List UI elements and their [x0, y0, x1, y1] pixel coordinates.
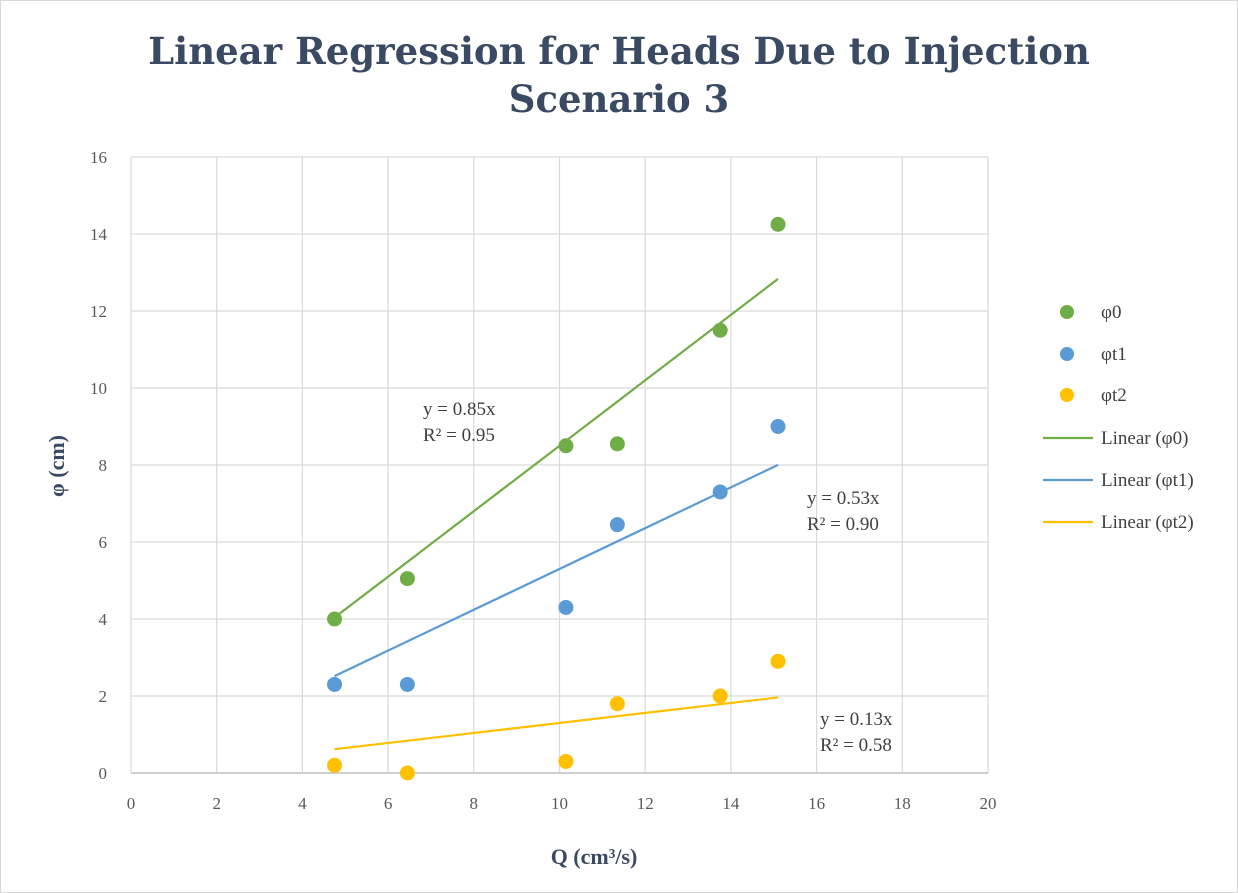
x-tick-label: 14 — [722, 794, 740, 813]
legend-marker-phit1 — [1060, 347, 1074, 361]
data-point-s2-2 — [558, 753, 574, 769]
legend-label-phit1: φt1 — [1101, 344, 1127, 365]
x-tick-label: 10 — [551, 794, 568, 813]
x-tick-label: 6 — [384, 794, 393, 813]
y-tick-label: 14 — [90, 225, 108, 244]
data-point-s2-1 — [399, 765, 415, 781]
data-point-s1-1 — [399, 676, 415, 692]
data-point-s1-5 — [770, 419, 786, 434]
chart-title-line-1: Linear Regression for Heads Due to Injec… — [148, 29, 1090, 73]
legend: φ0 φt1 φt2 Linear (φ0) Linear (φt1) Line… — [1043, 302, 1194, 533]
legend-marker-phit2 — [1060, 388, 1074, 402]
trend-r2-phi0: R² = 0.95 — [423, 425, 495, 446]
gridlines — [131, 156, 989, 773]
trend-equation-phit1: y = 0.53x — [807, 488, 880, 509]
legend-marker-phi0 — [1060, 305, 1074, 319]
data-point-s2-3 — [609, 696, 625, 712]
trendline-0 — [333, 277, 779, 619]
legend-label-linear-phi0: Linear (φ0) — [1101, 428, 1188, 449]
trendline-1 — [334, 463, 779, 678]
x-axis-title: Q (cm³/s) — [551, 844, 638, 869]
legend-label-linear-phit2: Linear (φt2) — [1101, 512, 1194, 533]
trend-r2-phit2: R² = 0.58 — [820, 735, 892, 756]
legend-label-phi0: φ0 — [1101, 302, 1121, 323]
legend-label-phit2: φt2 — [1101, 385, 1127, 406]
x-tick-labels: 0 2 4 6 8 10 12 14 16 18 20 — [127, 794, 997, 813]
trend-equation-phit2: y = 0.13x — [820, 709, 893, 730]
data-point-s0-2 — [558, 438, 574, 454]
x-tick-label: 18 — [894, 794, 911, 813]
x-tick-label: 4 — [298, 794, 307, 813]
data-point-s1-2 — [558, 599, 574, 615]
data-point-s2-4 — [712, 688, 728, 704]
data-point-s0-1 — [399, 571, 415, 587]
y-tick-label: 2 — [99, 687, 108, 706]
data-point-s0-3 — [609, 436, 625, 452]
axes — [130, 157, 988, 774]
y-tick-label: 8 — [99, 456, 108, 475]
data-point-s1-4 — [712, 484, 728, 500]
x-tick-label: 20 — [980, 794, 997, 813]
y-tick-labels: 0 2 4 6 8 10 12 14 16 — [90, 148, 108, 783]
x-tick-label: 0 — [127, 794, 136, 813]
y-tick-label: 0 — [99, 764, 108, 783]
legend-label-linear-phit1: Linear (φt1) — [1101, 470, 1194, 491]
y-tick-label: 10 — [90, 379, 107, 398]
trendline-2 — [334, 696, 779, 751]
data-point-s1-3 — [609, 517, 625, 533]
data-point-s1-0 — [327, 676, 343, 692]
y-tick-label: 16 — [90, 148, 107, 167]
x-tick-label: 8 — [470, 794, 479, 813]
x-tick-label: 12 — [637, 794, 654, 813]
trendline-annotations: y = 0.85x R² = 0.95 y = 0.53x R² = 0.90 … — [423, 399, 893, 756]
data-point-s2-0 — [327, 757, 343, 773]
trend-r2-phit1: R² = 0.90 — [807, 514, 879, 535]
y-tick-label: 6 — [99, 533, 108, 552]
data-point-s0-4 — [712, 322, 728, 338]
data-points — [327, 216, 786, 781]
data-point-s0-0 — [327, 611, 343, 627]
y-axis-title: φ (cm) — [44, 435, 69, 497]
x-tick-label: 2 — [212, 794, 221, 813]
chart-title-line-2: Scenario 3 — [508, 77, 730, 121]
trendlines — [333, 277, 779, 751]
trend-equation-phi0: y = 0.85x — [423, 399, 496, 420]
x-tick-label: 16 — [808, 794, 825, 813]
y-tick-label: 4 — [99, 610, 108, 629]
data-point-s0-5 — [770, 216, 786, 232]
y-tick-label: 12 — [90, 302, 107, 321]
data-point-s2-5 — [770, 653, 786, 669]
